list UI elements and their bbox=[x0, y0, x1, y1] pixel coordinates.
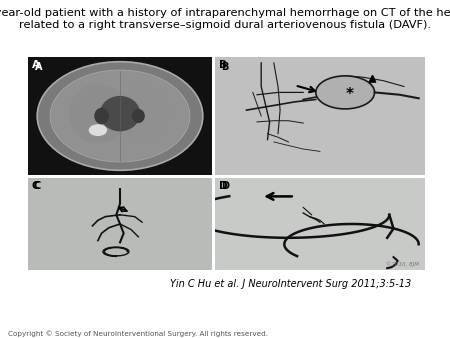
Ellipse shape bbox=[37, 62, 203, 170]
Text: B: B bbox=[221, 62, 229, 72]
Text: Copyright © Society of NeuroInterventional Surgery. All rights reserved.: Copyright © Society of NeuroIntervention… bbox=[8, 330, 268, 337]
Text: ©2010, BJM: ©2010, BJM bbox=[386, 262, 418, 267]
Text: Yin C Hu et al. J NeuroIntervent Surg 2011;3:5-13: Yin C Hu et al. J NeuroIntervent Surg 20… bbox=[170, 279, 411, 289]
Bar bbox=[215, 57, 425, 175]
Ellipse shape bbox=[114, 85, 170, 142]
Text: A: A bbox=[36, 62, 43, 72]
Circle shape bbox=[89, 124, 107, 136]
Ellipse shape bbox=[50, 70, 190, 162]
Bar bbox=[215, 178, 425, 270]
Circle shape bbox=[316, 76, 374, 109]
Text: JNIS: JNIS bbox=[375, 311, 419, 330]
Ellipse shape bbox=[68, 84, 127, 143]
Text: C: C bbox=[32, 181, 40, 191]
Text: A 55-year-old patient with a history of intraparenchymal hemorrhage on CT of the: A 55-year-old patient with a history of … bbox=[0, 8, 450, 18]
Text: related to a right transverse–sigmoid dural arteriovenous fistula (DAVF).: related to a right transverse–sigmoid du… bbox=[19, 20, 431, 30]
Bar bbox=[28, 178, 212, 270]
Text: D: D bbox=[221, 181, 230, 191]
Text: *: * bbox=[346, 87, 353, 102]
Text: D: D bbox=[219, 181, 228, 191]
Ellipse shape bbox=[132, 109, 145, 123]
Bar bbox=[28, 57, 212, 175]
Text: B: B bbox=[219, 60, 227, 70]
Ellipse shape bbox=[100, 96, 140, 131]
Text: C: C bbox=[33, 181, 41, 191]
Text: A: A bbox=[32, 60, 40, 70]
Ellipse shape bbox=[94, 108, 109, 124]
